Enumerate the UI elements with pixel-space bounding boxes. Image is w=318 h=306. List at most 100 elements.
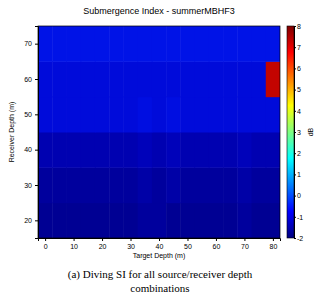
colorbar-axis-tick-mark	[294, 68, 296, 69]
heatmap-cell	[223, 132, 238, 168]
colorbar-axis-tick-mark	[294, 217, 296, 218]
heatmap-cell	[266, 167, 280, 203]
y-axis-tick-label: 40	[24, 146, 32, 153]
heatmap-cell	[180, 97, 195, 133]
heatmap-cell	[66, 97, 81, 133]
plot-frame	[38, 26, 280, 238]
x-axis-tick-mark	[74, 238, 75, 241]
heatmap-cell	[52, 203, 67, 238]
heatmap-cell	[252, 132, 267, 168]
heatmap-cell	[195, 97, 210, 133]
y-axis-tick: 50	[24, 111, 38, 118]
heatmap-cell	[38, 167, 53, 203]
y-axis-tick-mark	[35, 185, 38, 186]
colorbar-axis-tick-label: 5	[297, 86, 301, 93]
heatmap-cell	[223, 203, 238, 238]
x-axis-tick-label: 30	[127, 243, 135, 250]
heatmap-cell	[209, 132, 224, 168]
heatmap-cell	[95, 97, 110, 133]
colorbar-axis-tick: 7	[294, 44, 301, 51]
heatmap-cell	[237, 26, 252, 62]
x-axis-tick-label: 70	[241, 243, 249, 250]
caption: combinations	[130, 282, 189, 294]
cells	[38, 26, 280, 238]
y-axis-tick-mark	[35, 114, 38, 115]
y-axis-tick: 20	[24, 217, 38, 224]
heatmap-cell	[252, 26, 267, 62]
heatmap-cell	[223, 167, 238, 203]
heatmap-cell	[109, 97, 124, 133]
heatmap-cell	[66, 61, 81, 97]
heatmap-cell	[109, 203, 124, 238]
y-axis-tick-mark	[35, 79, 38, 80]
y-axis-title: Receiver Depth (m)	[8, 102, 16, 163]
x-axis-tick: 50	[184, 238, 192, 250]
colorbar-axis-tick-label: 7	[297, 44, 301, 51]
y-axis-tick: 70	[24, 40, 38, 47]
heatmap-cell	[138, 132, 153, 168]
heatmap-cell	[38, 203, 53, 238]
x-axis-tick-label: 60	[213, 243, 221, 250]
colorbar-axis-tick-mark	[294, 90, 296, 91]
heatmap-cell	[152, 26, 167, 62]
colorbar-label: dB	[307, 127, 314, 136]
heatmap-cell	[209, 26, 224, 62]
heatmap-cell	[180, 26, 195, 62]
heatmap-cell	[138, 203, 153, 238]
heatmap-cell	[38, 61, 53, 97]
x-axis-tick-label: 80	[269, 243, 277, 250]
colorbar-axis-tick-label: 4	[297, 108, 301, 115]
heatmap-cell	[123, 203, 138, 238]
colorbar-axis-tick-mark	[294, 196, 296, 197]
heatmap-cell	[166, 203, 181, 238]
heatmap-cell	[195, 26, 210, 62]
x-axis-tick: 40	[156, 238, 164, 250]
heatmap-cell	[66, 167, 81, 203]
heatmap-cell	[109, 132, 124, 168]
y-axis-tick-label: 50	[24, 111, 32, 118]
colorbar-axis-tick: -2	[294, 235, 303, 242]
y-axis-tick-mark	[35, 44, 38, 45]
heatmap-cell	[109, 167, 124, 203]
caption: (a) Diving SI for all source/receiver de…	[68, 268, 253, 281]
heatmap-cell	[195, 167, 210, 203]
x-axis-tick: 80	[269, 238, 277, 250]
colorbar-axis-tick: 2	[294, 150, 301, 157]
y-axis-tick-label: 60	[24, 76, 32, 83]
x-axis-line	[39, 239, 281, 242]
heatmap-cell	[152, 132, 167, 168]
x-axis-title: Target Depth (m)	[133, 252, 186, 260]
x-axis-tick: 30	[127, 238, 135, 250]
y-axis-tick: 30	[24, 182, 38, 189]
x-axis-tick: 0	[44, 238, 48, 250]
heatmap-cell	[123, 97, 138, 133]
chart: 01020304050607080203040506070-2-10123456…	[0, 0, 318, 306]
heatmap-cell	[166, 26, 181, 62]
heatmap-cell	[166, 167, 181, 203]
x-axis-tick: 60	[213, 238, 221, 250]
heatmap-cell	[123, 132, 138, 168]
heatmap-cell	[166, 97, 181, 133]
heatmap-cell	[52, 61, 67, 97]
colorbar-axis-tick: -1	[294, 214, 303, 221]
colorbar-axis-tick: 8	[294, 23, 301, 30]
heatmap-cell	[152, 167, 167, 203]
heatmap-cell	[138, 167, 153, 203]
heatmap-cell	[237, 167, 252, 203]
heatmap-cell	[180, 132, 195, 168]
colorbar-axis: -2-1012345678	[294, 23, 303, 242]
x-axis-tick-label: 0	[44, 243, 48, 250]
heatmap-cell	[109, 61, 124, 97]
heatmap-cell	[66, 132, 81, 168]
heatmap-cell	[209, 167, 224, 203]
heatmap-cell	[52, 132, 67, 168]
y-axis-line	[35, 27, 39, 239]
heatmap-cell	[109, 26, 124, 62]
heatmap-cell	[52, 167, 67, 203]
y-axis-tick-label: 70	[24, 40, 32, 47]
heatmap-cell	[152, 203, 167, 238]
y-axis-tick: 60	[24, 76, 38, 83]
heatmap-cell	[95, 61, 110, 97]
heatmap-cell	[237, 97, 252, 133]
heatmap-cell	[38, 26, 53, 62]
